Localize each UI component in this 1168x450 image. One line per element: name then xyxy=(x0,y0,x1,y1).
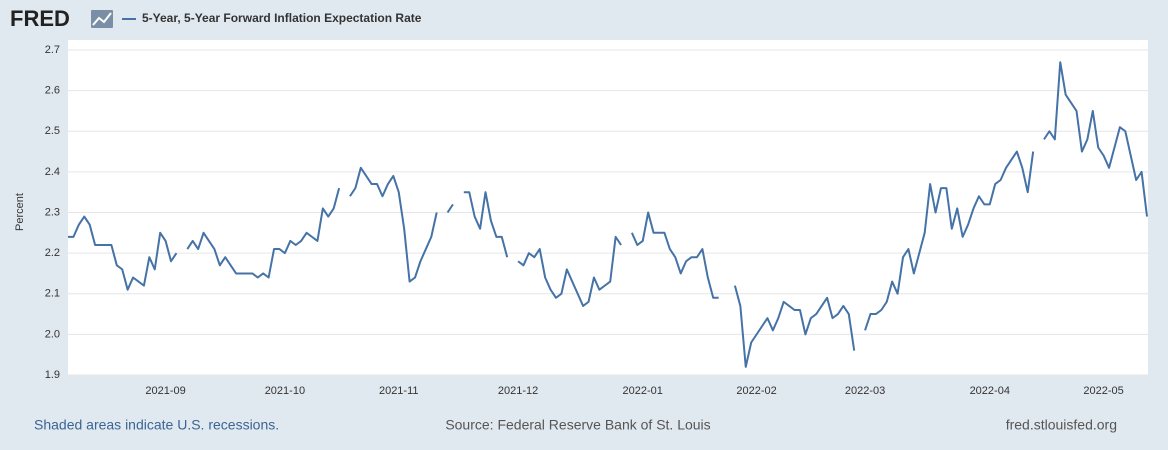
x-tick-label: 2022-04 xyxy=(970,385,1010,397)
y-tick-label: 2.1 xyxy=(45,288,60,300)
x-tick-label: 2022-01 xyxy=(623,385,663,397)
y-axis-label: Percent xyxy=(14,193,26,231)
y-tick-label: 2.5 xyxy=(45,125,60,137)
y-tick-label: 2.7 xyxy=(45,44,60,56)
plot-area xyxy=(68,40,1148,375)
series-line xyxy=(68,61,1148,368)
y-tick-label: 2.4 xyxy=(45,166,60,178)
x-tick-label: 2021-10 xyxy=(265,385,305,397)
x-tick-label: 2021-12 xyxy=(498,385,538,397)
x-tick-label: 2022-05 xyxy=(1083,385,1123,397)
y-tick-label: 2.2 xyxy=(45,247,60,259)
x-tick-label: 2022-02 xyxy=(736,385,776,397)
logo: FRED xyxy=(10,6,70,31)
y-tick-label: 2.3 xyxy=(45,206,60,218)
y-tick-label: 2.6 xyxy=(45,85,60,97)
logo-icon xyxy=(91,10,113,28)
recession-note[interactable]: Shaded areas indicate U.S. recessions. xyxy=(34,417,279,433)
legend-label: 5-Year, 5-Year Forward Inflation Expecta… xyxy=(142,11,422,25)
x-tick-label: 2022-03 xyxy=(845,385,885,397)
x-tick-label: 2021-09 xyxy=(145,385,185,397)
x-tick-label: 2021-11 xyxy=(379,385,419,397)
site-link[interactable]: fred.stlouisfed.org xyxy=(1006,417,1117,433)
y-tick-label: 1.9 xyxy=(45,369,60,381)
y-tick-label: 2.0 xyxy=(45,328,60,340)
source: Source: Federal Reserve Bank of St. Loui… xyxy=(445,417,710,433)
